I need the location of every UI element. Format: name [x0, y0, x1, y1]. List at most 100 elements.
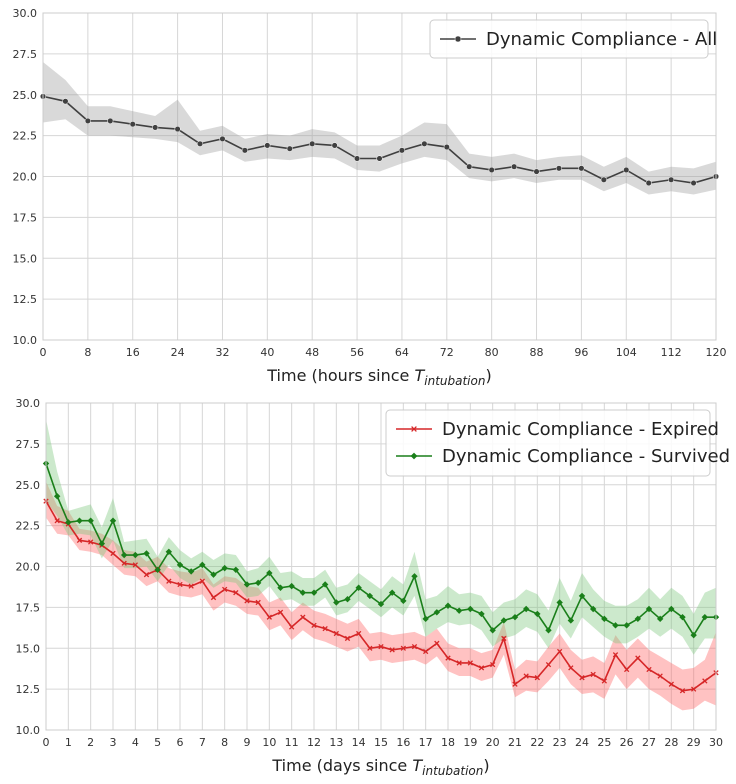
x-tick-label: 64: [395, 346, 409, 359]
x-tick-label: 2: [87, 736, 94, 749]
x-tick-label: 4: [132, 736, 139, 749]
data-point: [400, 645, 406, 651]
data-point: [679, 613, 686, 621]
plot-frame: [45, 402, 717, 731]
data-point: [377, 600, 385, 608]
data-point: [646, 666, 652, 673]
data-point: [478, 665, 485, 671]
data-point: [478, 610, 485, 618]
x-tick-label: 1: [65, 736, 72, 749]
legend-label: Dynamic Compliance - All: [486, 29, 717, 50]
x-tick-label: 28: [664, 736, 678, 749]
data-point: [367, 645, 373, 651]
data-point: [143, 572, 150, 578]
data-point: [243, 581, 251, 588]
series-markers: [42, 460, 720, 694]
x-tick-label: 17: [419, 736, 433, 749]
data-point: [645, 179, 652, 187]
data-point: [623, 622, 630, 629]
x-tick-label: 24: [575, 736, 589, 749]
data-point: [645, 605, 653, 613]
data-point: [176, 561, 184, 569]
data-point: [534, 675, 540, 681]
plot-frame: [42, 12, 717, 341]
data-point: [107, 117, 114, 124]
y-tick-label: 10.0: [13, 334, 38, 347]
data-point: [54, 518, 60, 524]
data-point: [241, 147, 248, 154]
x-tick-label: 0: [40, 346, 47, 359]
y-tick-label: 20.0: [13, 171, 38, 184]
x-tick-label: 13: [329, 736, 343, 749]
x-tick-label: 7: [199, 736, 206, 749]
y-tick-label: 30.0: [16, 397, 41, 410]
data-point: [634, 615, 642, 623]
data-point: [199, 561, 206, 569]
data-point: [423, 648, 429, 655]
data-point: [187, 568, 195, 575]
data-point: [490, 661, 496, 668]
data-point: [454, 35, 462, 43]
legend-marker: [410, 452, 418, 460]
data-point: [177, 581, 183, 588]
x-tick-label: 120: [706, 346, 727, 359]
data-point: [174, 126, 181, 133]
data-point: [62, 98, 69, 105]
data-point: [668, 605, 675, 613]
data-point: [590, 671, 596, 678]
x-tick-label: 26: [620, 736, 634, 749]
x-axis-label-text: Time (hours since: [266, 366, 414, 385]
data-point: [129, 121, 136, 128]
data-point: [355, 584, 362, 591]
data-point: [366, 592, 374, 600]
data-point: [286, 145, 293, 152]
x-tick-label: 5: [154, 736, 161, 749]
data-point: [266, 614, 272, 620]
data-point: [624, 666, 630, 673]
data-point: [354, 155, 361, 162]
confidence-band-0: [43, 62, 716, 195]
data-point: [512, 681, 518, 687]
data-point: [166, 578, 172, 584]
data-point: [233, 590, 239, 596]
y-tick-label: 27.5: [16, 438, 41, 451]
x-tick-label: 19: [463, 736, 477, 749]
tick-labels: 0 8 16 24 32 40 48 56 64 72 80 88 96 104 112 120 10.0 12.…: [13, 7, 727, 359]
data-point: [110, 550, 116, 557]
x-tick-label: 25: [597, 736, 611, 749]
data-point: [132, 562, 138, 568]
data-point: [657, 673, 663, 679]
legend-entry: Dynamic Compliance - Expired: [396, 419, 719, 440]
data-point: [244, 598, 250, 604]
legend-label: Dynamic Compliance - Expired: [442, 419, 719, 440]
x-tick-label: 56: [350, 346, 364, 359]
data-point: [333, 599, 340, 606]
data-point: [601, 615, 608, 623]
data-point: [467, 605, 474, 613]
data-point: [322, 625, 328, 632]
data-point: [601, 678, 607, 684]
x-tick-label: 22: [530, 736, 544, 749]
y-tick-label: 27.5: [13, 48, 38, 61]
data-point: [556, 599, 563, 606]
data-point: [398, 147, 405, 154]
x-axis-label-T: T: [414, 366, 425, 385]
data-point: [612, 652, 619, 658]
data-point: [264, 142, 271, 149]
x-axis-label-close: ): [485, 366, 491, 385]
data-point: [410, 452, 418, 460]
data-point: [511, 163, 518, 170]
y-tick-label: 12.5: [13, 293, 38, 306]
data-point: [221, 564, 228, 572]
x-tick-label: 40: [260, 346, 274, 359]
x-tick-label: 18: [441, 736, 455, 749]
legend-marker: [454, 35, 462, 43]
data-point: [356, 630, 362, 637]
data-point: [421, 140, 428, 147]
data-point: [196, 140, 204, 147]
x-tick-label: 12: [307, 736, 321, 749]
data-point: [466, 163, 473, 170]
data-point: [222, 586, 228, 593]
data-point: [411, 426, 417, 432]
